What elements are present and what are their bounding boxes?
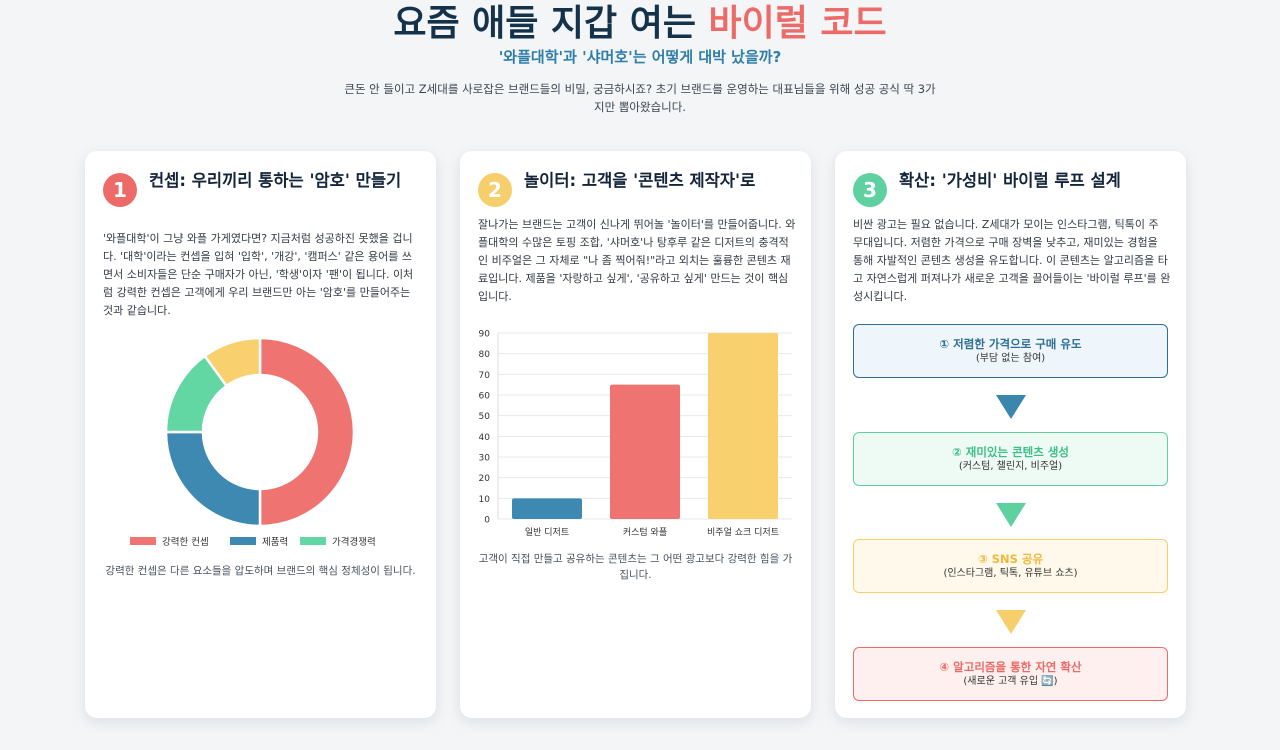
x-tick-label: 커스텀 와플 <box>623 526 667 538</box>
flow-step-title: ② 재미있는 콘텐츠 생성 <box>952 445 1069 459</box>
down-arrow-icon <box>996 395 1026 419</box>
y-tick-label: 80 <box>479 350 491 360</box>
card-playground: 2 놀이터: 고객을 '콘텐츠 제작자'로 잘나가는 브랜드는 고객이 신나게 … <box>460 151 811 718</box>
flow-step-sub: (부담 없는 참여) <box>975 353 1046 364</box>
y-tick-label: 60 <box>479 392 491 402</box>
y-tick-label: 70 <box>479 371 491 381</box>
y-tick-label: 30 <box>479 454 491 464</box>
card-body: 비싼 광고는 필요 없습니다. Z세대가 모이는 인스타그램, 틱톡이 주 무대… <box>853 218 1171 303</box>
card-title: 놀이터: 고객을 '콘텐츠 제작자'로 <box>524 171 756 190</box>
title-main: 요즘 애들 지갑 여는 <box>393 3 709 44</box>
flow-step-content: ② 재미있는 콘텐츠 생성 (커스텀, 챌린지, 비주얼) <box>853 432 1168 486</box>
x-tick-label: 비주얼 쇼크 디저트 <box>707 527 779 538</box>
intro-text: 큰돈 안 들이고 Z세대를 사로잡은 브랜드들의 비밀, 궁금하시죠? 초기 브… <box>344 82 936 114</box>
y-tick-label: 90 <box>479 330 491 340</box>
chart-caption: 고객이 직접 만들고 공유하는 콘텐츠는 그 어떤 광고보다 강력한 힘을 가집… <box>478 553 793 581</box>
y-tick-label: 20 <box>479 474 491 484</box>
flow-step-sub: (인스타그램, 틱톡, 유튜브 쇼츠) <box>943 568 1078 579</box>
title-accent: 바이럴 코드 <box>708 3 887 44</box>
legend-label: 가격경쟁력 <box>332 536 376 548</box>
legend-label: 제품력 <box>262 536 288 548</box>
flow-step-price: ① 저렴한 가격으로 구매 유도 (부담 없는 참여) <box>853 324 1168 378</box>
bar <box>512 498 582 519</box>
card-concept: 1 컨셉: 우리끼리 통하는 '암호' 만들기 '와플대학'이 그냥 와플 가게… <box>85 151 436 718</box>
legend-label: 강력한 컨셉 <box>162 536 209 548</box>
flow-step-sub: (새로운 고객 유입 🔄) <box>963 676 1058 687</box>
flow-step-algorithm: ④ 알고리즘을 통한 자연 확산 (새로운 고객 유입 🔄) <box>853 647 1168 701</box>
y-tick-label: 40 <box>479 433 491 443</box>
step-number-badge: 2 <box>478 173 512 207</box>
y-tick-label: 50 <box>479 412 491 422</box>
donut-slice <box>258 336 356 528</box>
donut-slice <box>203 336 262 388</box>
card-body: '와플대학'이 그냥 와플 가게였다면? 지금처럼 성공하진 못했을 겁니다. … <box>103 232 414 317</box>
flow-step-title: ④ 알고리즘을 통한 자연 확산 <box>939 660 1082 674</box>
flow-step-sns: ③ SNS 공유 (인스타그램, 틱톡, 유튜브 쇼츠) <box>853 539 1168 593</box>
card-body: 잘나가는 브랜드는 고객이 신나게 뛰어놀 '놀이터'를 만들어줍니다. 와플대… <box>478 218 796 303</box>
flow-step-title: ③ SNS 공유 <box>977 552 1044 566</box>
down-arrow-icon <box>996 610 1026 634</box>
step-number-badge: 3 <box>853 173 887 207</box>
chart-caption: 강력한 컨셉은 다른 요소들을 압도하며 브랜드의 핵심 정체성이 됩니다. <box>105 565 416 577</box>
legend-swatch <box>230 537 256 545</box>
y-tick-label: 10 <box>479 495 491 505</box>
step-number-badge: 1 <box>103 173 137 207</box>
card-title: 컨셉: 우리끼리 통하는 '암호' 만들기 <box>149 171 402 190</box>
page-subtitle: '와플대학'과 '샤머호'는 어떻게 대박 났을까? <box>498 48 782 66</box>
y-tick-label: 0 <box>484 516 490 526</box>
page-title: 요즘 애들 지갑 여는 바이럴 코드 <box>0 2 1280 46</box>
legend-swatch <box>130 537 156 545</box>
donut-chart: 강력한 컨셉 제품력 가격경쟁력 <box>130 336 376 548</box>
card-viral-loop: 3 확산: '가성비' 바이럴 루프 설계 비싼 광고는 필요 없습니다. Z세… <box>835 151 1186 718</box>
down-arrow-icon <box>996 503 1026 527</box>
donut-slice <box>164 430 262 528</box>
x-tick-label: 일반 디저트 <box>525 527 569 538</box>
legend-swatch <box>300 537 326 545</box>
bar-chart: 0 10 20 30 40 50 60 70 80 90 일반 디저트 커스텀 와플 비주얼 쇼크 디저… <box>479 330 792 538</box>
card-title: 확산: '가성비' 바이럴 루프 설계 <box>899 171 1121 190</box>
flow-step-sub: (커스텀, 챌린지, 비주얼) <box>958 461 1063 472</box>
flow-step-title: ① 저렴한 가격으로 구매 유도 <box>939 337 1082 351</box>
bar <box>708 333 778 519</box>
bar <box>610 384 680 519</box>
